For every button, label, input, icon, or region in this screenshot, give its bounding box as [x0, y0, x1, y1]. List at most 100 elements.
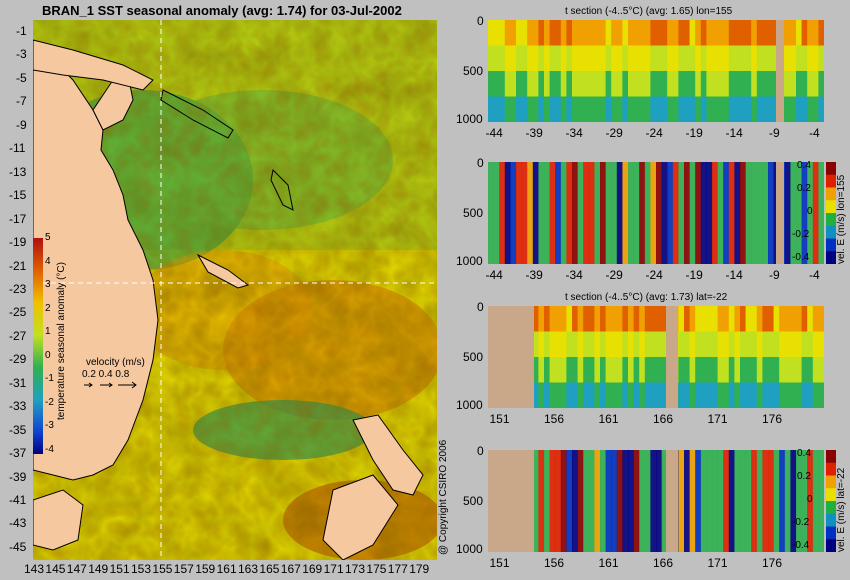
heatmap-cell	[521, 96, 528, 122]
heatmap-cell	[488, 45, 495, 72]
heatmap-cell	[717, 357, 724, 383]
heatmap-cell	[773, 382, 780, 408]
heatmap-cell	[751, 450, 758, 552]
heatmap-cell	[650, 20, 657, 46]
heatmap-cell	[583, 306, 590, 332]
heatmap-cell	[527, 45, 534, 72]
temp-lat-22-x-tick: 156	[544, 412, 565, 426]
heatmap-cell	[504, 162, 511, 264]
heatmap-cell	[544, 357, 551, 383]
heatmap-cell	[549, 162, 556, 264]
map-y-tick: -3	[16, 47, 27, 62]
heatmap-cell	[628, 162, 635, 264]
heatmap-cell	[594, 162, 601, 264]
heatmap-cell	[700, 71, 707, 97]
colorbar-segment	[826, 162, 836, 176]
temp-lat-22-y-tick: 1000	[456, 398, 483, 412]
heatmap-cell	[807, 357, 814, 383]
heatmap-cell	[661, 382, 668, 408]
map-colorbar-tick: -3	[45, 420, 54, 431]
heatmap-cell	[700, 45, 707, 72]
heatmap-cell	[516, 162, 523, 264]
heatmap-cell	[796, 20, 803, 46]
heatmap-cell	[762, 96, 769, 122]
heatmap-cell	[633, 357, 640, 383]
heatmap-cell	[689, 162, 696, 264]
heatmap-cell	[577, 450, 584, 552]
heatmap-cell	[611, 382, 618, 408]
heatmap-cell	[555, 331, 562, 358]
vel-lat-22-land-mask	[488, 450, 534, 552]
heatmap-cell	[773, 450, 780, 552]
heatmap-cell	[656, 162, 663, 264]
vel-lat-22-x-tick: 161	[598, 556, 619, 570]
temp-lon155-x-tick: -39	[525, 126, 543, 140]
heatmap-cell	[544, 71, 551, 97]
heatmap-cell	[728, 357, 735, 383]
heatmap-cell	[756, 96, 763, 122]
heatmap-cell	[784, 162, 791, 264]
heatmap-cell	[605, 450, 612, 552]
heatmap-cell	[779, 331, 786, 358]
heatmap-cell	[611, 20, 618, 46]
heatmap-cell	[695, 357, 702, 383]
heatmap-cell	[633, 162, 640, 264]
vel-lon155-colorbar-tick: 0.2	[797, 183, 811, 194]
heatmap-cell	[762, 357, 769, 383]
map-y-tick: -31	[9, 375, 27, 390]
heatmap-cell	[717, 306, 724, 332]
temp-lon155-x-tick: -44	[485, 126, 503, 140]
heatmap-cell	[644, 162, 651, 264]
vel-lon155-colorbar-tick: 0	[807, 206, 813, 217]
heatmap-cell	[695, 450, 702, 552]
heatmap-cell	[807, 162, 814, 264]
heatmap-cell	[566, 45, 573, 72]
heatmap-cell	[605, 306, 612, 332]
heatmap-cell	[549, 20, 556, 46]
heatmap-cell	[611, 45, 618, 72]
heatmap-cell	[656, 45, 663, 72]
temp-lat-22-land-mask	[488, 306, 534, 408]
heatmap-cell	[594, 20, 601, 46]
heatmap-cell	[516, 20, 523, 46]
map-y-tick: -23	[9, 281, 27, 296]
map-y-tick: -13	[9, 164, 27, 179]
heatmap-cell	[650, 96, 657, 122]
temp-lon155-x-tick: -19	[685, 126, 703, 140]
heatmap-cell	[734, 306, 741, 332]
heatmap-cell	[499, 96, 506, 122]
heatmap-cell	[700, 306, 707, 332]
temp-lon155-y-tick: 500	[463, 64, 484, 78]
heatmap-cell	[706, 331, 713, 358]
colorbar-segment	[826, 501, 836, 515]
heatmap-cell	[790, 45, 797, 72]
heatmap-cell	[695, 45, 702, 72]
vel-lon155-x-tick: -9	[769, 268, 780, 282]
vel-lon155-x-tick: -29	[605, 268, 623, 282]
heatmap-cell	[622, 162, 629, 264]
map-colorbar-tick: 5	[45, 232, 51, 243]
heatmap-cell	[650, 357, 657, 383]
heatmap-cell	[544, 306, 551, 332]
heatmap-cell	[560, 45, 567, 72]
heatmap-cell	[790, 20, 797, 46]
heatmap-cell	[807, 45, 814, 72]
heatmap-cell	[734, 450, 741, 552]
temp-lon155-y-tick: 0	[477, 14, 484, 28]
heatmap-cell	[790, 331, 797, 358]
heatmap-cell	[560, 382, 567, 408]
heatmap-cell	[807, 306, 814, 332]
map-colorbar-tick: -2	[45, 396, 54, 408]
heatmap-cell	[656, 71, 663, 97]
heatmap-cell	[740, 331, 747, 358]
heatmap-cell	[650, 450, 657, 552]
heatmap-cell	[566, 306, 573, 332]
heatmap-cell	[723, 45, 730, 72]
heatmap-cell	[521, 162, 528, 264]
heatmap-cell	[740, 357, 747, 383]
heatmap-cell	[756, 306, 763, 332]
vel-lon155-colorbar-tick: 0.4	[797, 160, 811, 171]
temp-lon155-x-tick: -24	[645, 126, 663, 140]
heatmap-cell	[678, 382, 685, 408]
heatmap-cell	[532, 306, 539, 332]
